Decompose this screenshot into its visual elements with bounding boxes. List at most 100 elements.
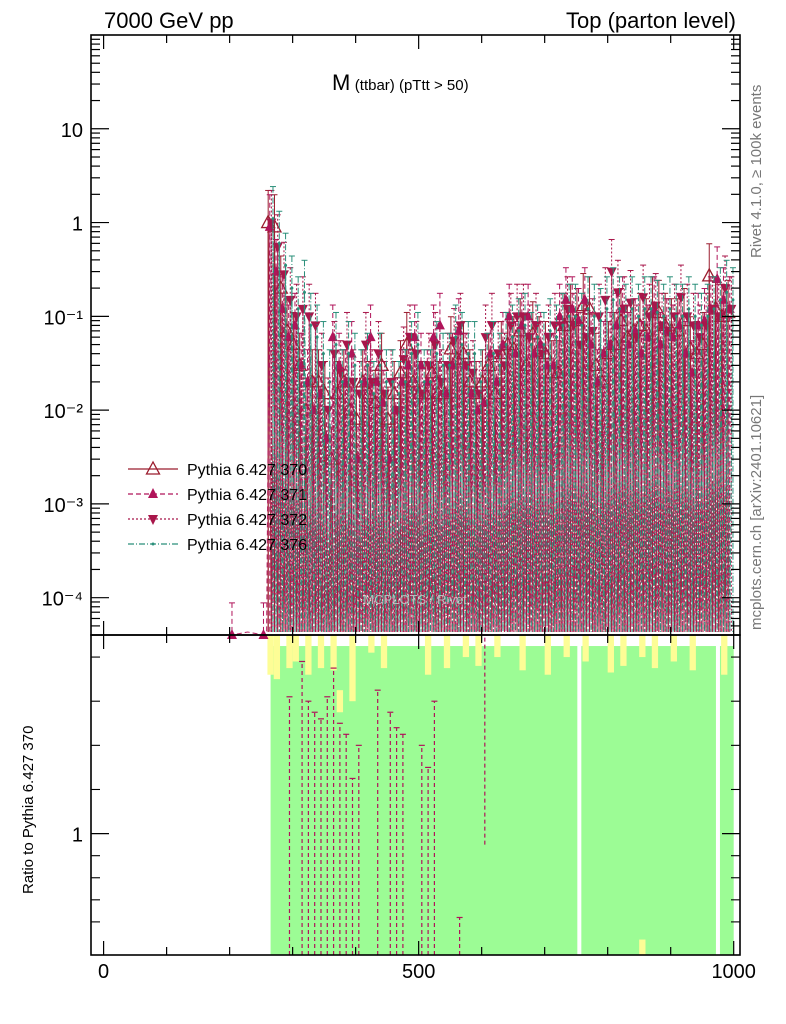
- data-point: [392, 406, 403, 417]
- data-point: [554, 310, 565, 321]
- data-point: [537, 349, 548, 360]
- data-point: [309, 323, 313, 327]
- data-point: [434, 319, 445, 330]
- legend-label: Pythia 6.427 372: [187, 512, 307, 529]
- legend-marker: [145, 460, 161, 475]
- data-point: [479, 380, 483, 384]
- data-point: [455, 321, 466, 332]
- data-point: [410, 352, 414, 356]
- data-point: [447, 363, 451, 367]
- ratio-band-layer: [267, 635, 734, 955]
- data-point: [657, 321, 668, 332]
- ratio-green-band: [270, 646, 734, 955]
- data-point: [693, 314, 697, 318]
- legend-layer: Pythia 6.427 370 Pythia 6.427 371 Pythia 6…: [128, 460, 307, 554]
- ratio-yellow-bin: [380, 635, 388, 669]
- ratio-band-gap: [715, 635, 720, 955]
- data-point: [516, 319, 527, 330]
- data-point: [329, 385, 346, 400]
- data-point: [348, 377, 359, 388]
- legend-label: Pythia 6.427 371: [187, 487, 307, 504]
- data-point: [650, 301, 661, 312]
- data-point: [675, 293, 686, 304]
- data-point: [524, 333, 535, 344]
- data-point: [264, 220, 275, 231]
- ratio-yellow-bin: [494, 635, 501, 658]
- rivet-label: Rivet 4.1.0, ≥ 100k events: [748, 84, 765, 258]
- legend-label: Pythia 6.427 376: [187, 537, 307, 554]
- series-line: [272, 218, 734, 633]
- ratio-yellow-bin: [689, 635, 696, 671]
- data-point: [335, 368, 346, 379]
- ratio-yellow-bin: [475, 635, 482, 666]
- data-point: [631, 333, 642, 344]
- data-point: [688, 321, 699, 332]
- series-layer: [226, 186, 737, 639]
- data-point: [291, 312, 302, 323]
- x-tick-label: 500: [402, 961, 435, 983]
- data-point: [278, 270, 289, 281]
- data-point: [436, 377, 447, 388]
- legend-label: Pythia 6.427 370: [187, 462, 307, 479]
- legend-marker: [151, 542, 155, 546]
- data-point: [403, 359, 414, 370]
- data-point: [435, 352, 439, 356]
- data-point: [701, 321, 712, 332]
- ratio-yellow-bin: [639, 939, 646, 955]
- data-point: [712, 307, 716, 311]
- data-point: [575, 340, 586, 351]
- data-point: [720, 284, 731, 295]
- ratio-frame: [90, 634, 741, 956]
- data-point: [561, 323, 565, 327]
- data-point: [353, 363, 357, 367]
- data-point: [365, 331, 376, 342]
- legend-marker: [148, 488, 158, 498]
- data-point: [315, 335, 319, 339]
- data-point: [266, 218, 277, 229]
- data-point: [630, 307, 634, 311]
- data-point: [712, 273, 723, 284]
- data-point: [492, 352, 496, 356]
- data-point: [580, 323, 584, 327]
- data-point: [272, 242, 283, 253]
- ratio-yellow-bin: [424, 635, 432, 675]
- data-point: [581, 333, 592, 344]
- ratio-band-gap: [577, 635, 582, 955]
- data-point: [668, 307, 672, 311]
- data-point: [518, 312, 529, 323]
- data-point: [632, 317, 648, 332]
- data-point: [480, 333, 491, 344]
- ratio-yellow-bin: [670, 635, 677, 662]
- data-point: [579, 293, 590, 304]
- data-point: [360, 340, 371, 351]
- data-point: [372, 392, 376, 396]
- data-point: [731, 298, 735, 302]
- data-point: [567, 314, 571, 318]
- ratio-yellow-bin: [317, 635, 325, 669]
- data-point: [468, 368, 479, 379]
- data-point: [422, 375, 433, 386]
- data-point: [510, 335, 514, 339]
- data-point: [398, 355, 409, 366]
- data-point: [460, 343, 464, 347]
- data-point: [701, 267, 717, 282]
- data-point: [707, 304, 718, 315]
- data-point: [404, 333, 415, 344]
- data-point: [297, 304, 308, 315]
- x-tick-label: 0: [98, 961, 109, 983]
- y-tick-label: 1: [72, 214, 83, 236]
- ratio-yellow-bin: [368, 635, 375, 653]
- data-point: [321, 352, 325, 356]
- y-tick-label: 10⁻⁴: [42, 589, 83, 611]
- data-point: [290, 286, 294, 290]
- data-point: [340, 380, 344, 384]
- data-point: [329, 349, 340, 360]
- data-point: [655, 338, 666, 349]
- data-point: [718, 298, 722, 302]
- series-line: [270, 222, 732, 633]
- data-point: [556, 321, 567, 332]
- data-point: [397, 392, 401, 396]
- data-point: [497, 338, 508, 349]
- data-point: [548, 329, 552, 333]
